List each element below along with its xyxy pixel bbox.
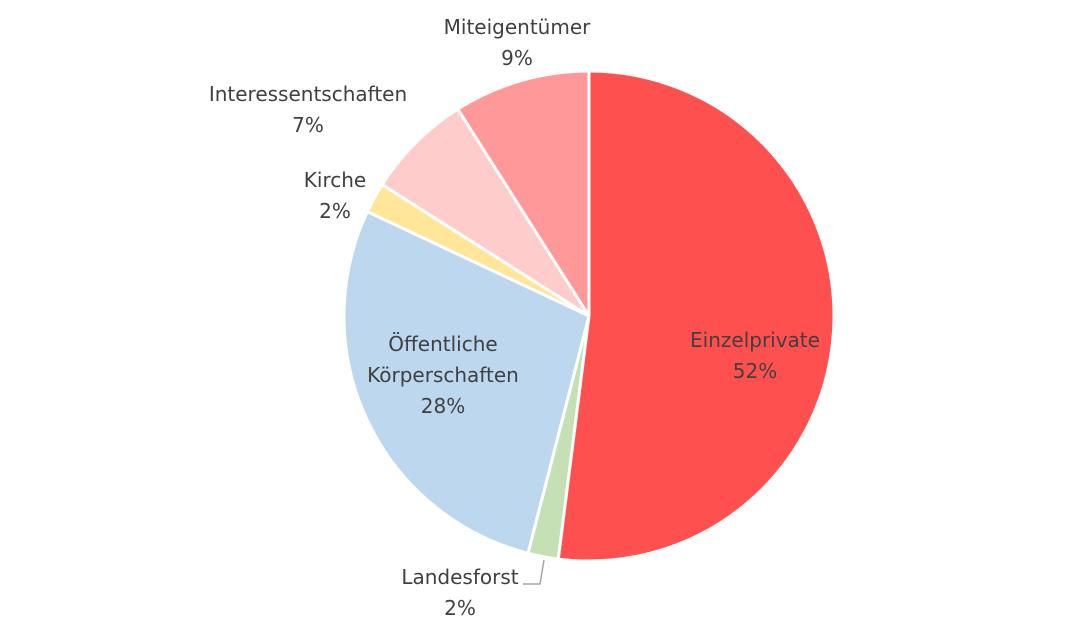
slice-label: Interessentschaften 7% [183, 79, 433, 141]
category-label: Einzelprivate [690, 328, 820, 352]
value-label: 9% [501, 46, 533, 70]
value-label: 52% [732, 359, 778, 383]
category-label: Öffentliche Körperschaften [367, 332, 519, 387]
value-label: 28% [420, 394, 466, 418]
value-label: 2% [319, 199, 351, 223]
leader-line [523, 559, 545, 585]
slice-label: Kirche 2% [235, 165, 435, 227]
pie-slice [556, 69, 836, 563]
slice-label: Landesforst 2% [360, 562, 560, 624]
category-label: Kirche [303, 168, 367, 192]
value-label: 7% [292, 113, 324, 137]
pie-slice [380, 107, 591, 318]
value-label: 2% [444, 596, 476, 620]
pie-slice [455, 69, 591, 322]
slice-label: Einzelprivate 52% [655, 325, 855, 387]
slice-label: Miteigentümer 9% [417, 12, 617, 74]
pie-slice [342, 209, 591, 556]
category-label: Landesforst [401, 565, 519, 589]
category-label: Miteigentümer [443, 15, 591, 39]
slice-label: Öffentliche Körperschaften 28% [358, 329, 528, 422]
category-label: Interessentschaften [208, 82, 408, 106]
